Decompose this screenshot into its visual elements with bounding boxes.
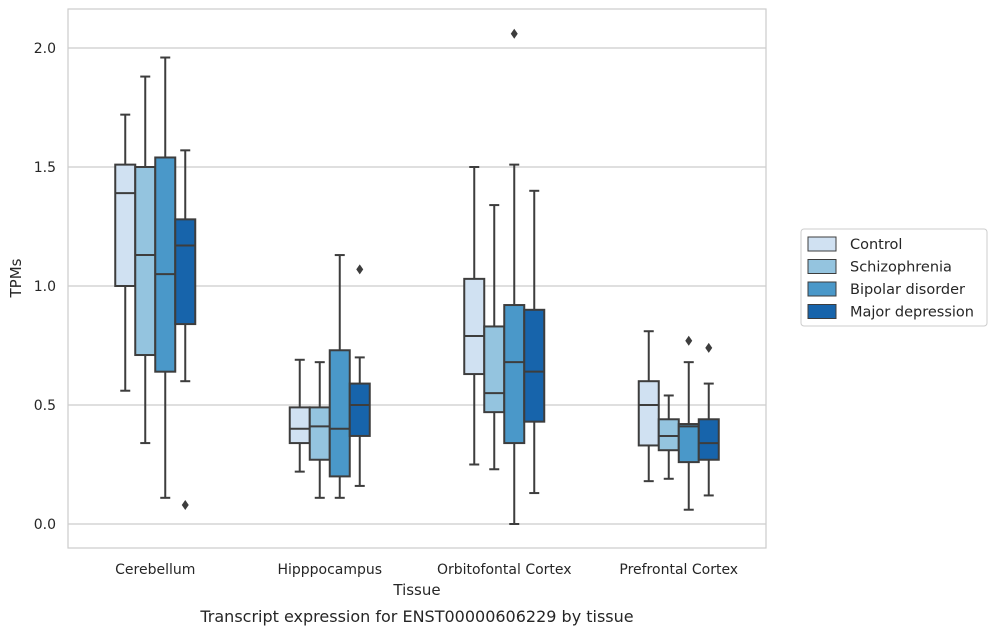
legend-swatch	[807, 259, 837, 274]
y-axis-label: TPMs	[7, 258, 25, 298]
outlier-point	[685, 335, 693, 346]
box-iqr	[463, 277, 486, 376]
box-iqr	[697, 418, 720, 461]
box-group	[288, 254, 371, 499]
box-group	[463, 28, 546, 525]
box-group	[114, 56, 197, 510]
box-iqr	[677, 423, 700, 464]
y-tick-label: 0.5	[34, 398, 56, 414]
x-tick-label: Orbitofontal Cortex	[437, 562, 572, 578]
y-tick-label: 1.0	[34, 279, 56, 295]
legend-swatch	[807, 304, 837, 319]
legend-swatch	[807, 281, 837, 297]
box-iqr	[174, 218, 197, 326]
box-iqr	[114, 163, 137, 287]
x-tick-label: Hipppocampus	[277, 562, 382, 578]
legend-swatch	[807, 236, 837, 252]
x-tick-label: Prefrontal Cortex	[619, 562, 738, 578]
box-iqr	[288, 406, 311, 445]
x-axis-label: Tissue	[392, 581, 440, 599]
box-iqr	[483, 325, 506, 414]
box-iqr	[134, 166, 157, 357]
box-iqr	[328, 349, 351, 478]
y-tick-label: 1.5	[34, 160, 56, 176]
box-iqr	[637, 380, 660, 447]
x-tick-label: Cerebellum	[115, 562, 195, 578]
y-tick-label: 0.0	[34, 517, 56, 533]
legend-entry-label: Control	[850, 237, 902, 253]
box-iqr	[348, 382, 371, 437]
box-iqr	[657, 418, 680, 452]
outlier-point	[356, 264, 364, 275]
figure-caption: Transcript expression for ENST0000060622…	[199, 607, 633, 626]
box-iqr	[308, 406, 331, 461]
legend: Control Schizophrenia Bipolar disorder Majo…	[800, 228, 988, 327]
outlier-point	[510, 28, 518, 39]
box-groups	[114, 28, 720, 525]
x-tick-labels: Cerebellum Hipppocampus Orbitofontal Corte…	[115, 562, 738, 578]
y-tick-label: 2.0	[34, 41, 56, 57]
legend-entry-label: Major depression	[850, 305, 974, 321]
box-iqr	[154, 156, 177, 373]
y-tick-labels: 0.0 0.5 1.0 1.5 2.0	[34, 41, 56, 533]
outlier-point	[181, 499, 189, 510]
outlier-point	[705, 342, 713, 353]
box-iqr	[523, 308, 546, 423]
legend-entry-label: Bipolar disorder	[850, 282, 965, 298]
legend-frame	[800, 228, 988, 327]
legend-entry-label: Schizophrenia	[850, 260, 952, 276]
box-group	[637, 330, 720, 511]
plot-frame	[67, 8, 767, 549]
box-iqr	[503, 304, 526, 445]
